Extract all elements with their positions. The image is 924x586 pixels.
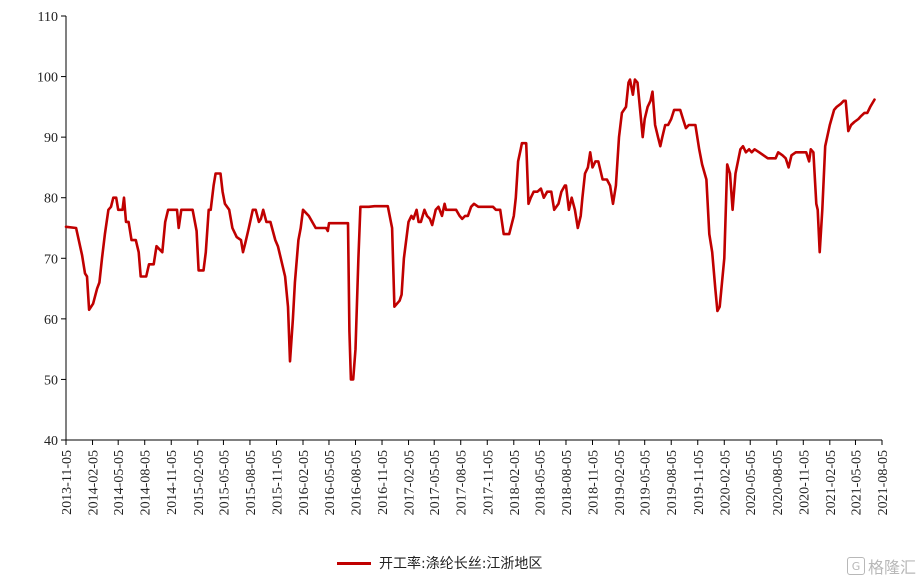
x-tick-label: 2019-11-05 xyxy=(692,450,707,515)
x-tick-label: 2015-11-05 xyxy=(270,450,285,515)
x-tick-label: 2017-05-05 xyxy=(428,450,443,515)
x-tick-label: 2017-08-05 xyxy=(455,450,470,515)
watermark-logo-icon: G xyxy=(846,557,865,575)
x-tick-label: 2016-02-05 xyxy=(297,450,312,515)
x-tick-label: 2018-02-05 xyxy=(508,450,523,515)
y-tick-label: 110 xyxy=(38,10,58,25)
legend-swatch xyxy=(337,561,371,565)
y-axis: 40 50 60 70 80 90 100 110 xyxy=(37,10,67,449)
y-tick-label: 70 xyxy=(44,252,58,267)
x-tick-label: 2015-02-05 xyxy=(192,450,207,515)
legend: 开工率:涤纶长丝:江浙地区 xyxy=(337,552,542,574)
x-tick-label: 2019-08-05 xyxy=(665,450,680,515)
y-tick-label: 40 xyxy=(44,434,58,449)
x-tick-label: 2020-11-05 xyxy=(797,450,812,515)
x-tick-label: 2016-08-05 xyxy=(349,450,364,515)
x-tick-label: 2014-05-05 xyxy=(112,450,127,515)
legend-label: 开工率:涤纶长丝:江浙地区 xyxy=(379,556,543,572)
x-tick-label: 2016-05-05 xyxy=(323,450,338,515)
y-tick-label: 100 xyxy=(37,71,58,86)
x-tick-label: 2018-08-05 xyxy=(560,450,575,515)
x-tick-label: 2019-05-05 xyxy=(639,450,654,515)
x-tick-label: 2018-11-05 xyxy=(587,450,602,515)
x-tick-label: 2017-02-05 xyxy=(403,450,418,515)
watermark: G 格隆汇 xyxy=(846,554,916,578)
x-tick-label: 2014-02-05 xyxy=(87,450,102,515)
x-tick-label: 2015-05-05 xyxy=(217,450,232,515)
watermark-text: 格隆汇 xyxy=(867,558,916,577)
y-tick-label: 90 xyxy=(44,131,58,146)
series-line-0 xyxy=(64,78,876,381)
y-tick-label: 60 xyxy=(44,313,58,328)
x-tick-label: 2013-11-05 xyxy=(60,450,75,515)
x-tick-label: 2021-08-05 xyxy=(876,450,891,515)
x-tick-label: 2020-02-05 xyxy=(718,450,733,515)
x-tick-label: 2021-05-05 xyxy=(849,450,864,515)
x-tick-label: 2015-08-05 xyxy=(244,450,259,515)
x-tick-label: 2014-11-05 xyxy=(165,450,180,515)
x-tick-label: 2021-02-05 xyxy=(824,450,839,515)
x-tick-label: 2016-11-05 xyxy=(376,450,391,515)
series-layer xyxy=(64,78,876,381)
y-tick-label: 80 xyxy=(44,192,58,207)
x-tick-label: 2017-11-05 xyxy=(481,450,496,515)
x-tick-label: 2014-08-05 xyxy=(139,450,154,515)
x-axis: 2013-11-05 2014-02-05 2014-05-05 2014-08-05… xyxy=(60,439,891,515)
y-tick-label: 50 xyxy=(44,373,58,388)
x-tick-label: 2020-05-05 xyxy=(744,450,759,515)
x-tick-label: 2019-02-05 xyxy=(613,450,628,515)
x-tick-label: 2020-08-05 xyxy=(771,450,786,515)
x-tick-label: 2018-05-05 xyxy=(533,450,548,515)
